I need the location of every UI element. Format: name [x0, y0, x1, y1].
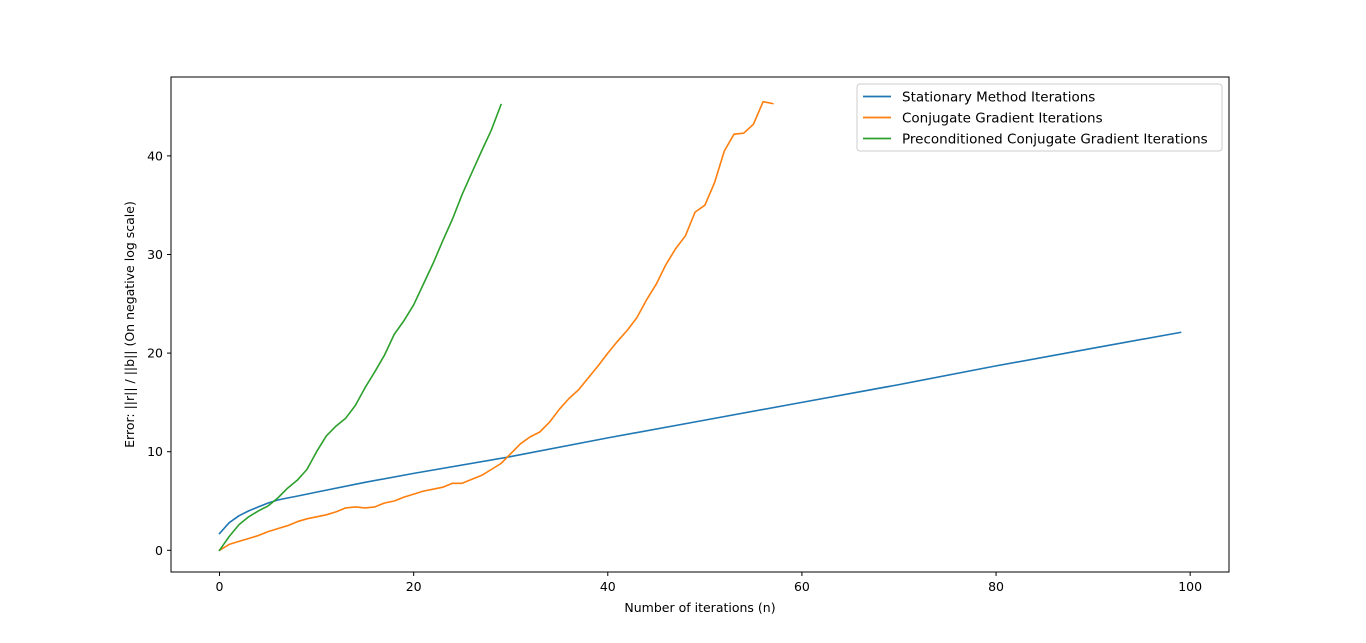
x-tick-label: 100 [1178, 579, 1202, 594]
y-tick-label: 10 [147, 444, 163, 459]
y-axis: 0 10 20 30 40 [147, 148, 171, 558]
x-axis-label: Number of iterations (n) [624, 600, 775, 615]
legend: Stationary Method Iterations Conjugate Gr… [856, 83, 1223, 152]
y-tick-label: 30 [147, 247, 163, 262]
y-tick-label: 40 [147, 148, 163, 163]
series-layer [218, 100, 1182, 552]
legend-label-2: Conjugate Gradient Iterations [902, 111, 1103, 127]
legend-label-3: Preconditioned Conjugate Gradient Iterat… [902, 132, 1208, 148]
y-axis-label: Error: ||r|| / ||b|| (On negative log sc… [122, 201, 137, 448]
legend-label-1: Stationary Method Iterations [902, 90, 1095, 106]
x-tick-label: 20 [406, 579, 422, 594]
series-line-1 [218, 331, 1182, 535]
plot-area [171, 77, 1229, 572]
x-axis: 0 20 40 60 80 100 [216, 572, 1202, 594]
y-tick-label: 0 [155, 543, 163, 558]
series-line-2 [218, 100, 774, 552]
y-tick-label: 20 [147, 346, 163, 361]
x-tick-label: 0 [216, 579, 224, 594]
x-tick-label: 80 [988, 579, 1004, 594]
series-line-3 [218, 103, 503, 552]
x-tick-label: 40 [600, 579, 616, 594]
legend-box [856, 83, 1223, 152]
x-tick-label: 60 [794, 579, 810, 594]
plot-frame [170, 76, 1230, 573]
